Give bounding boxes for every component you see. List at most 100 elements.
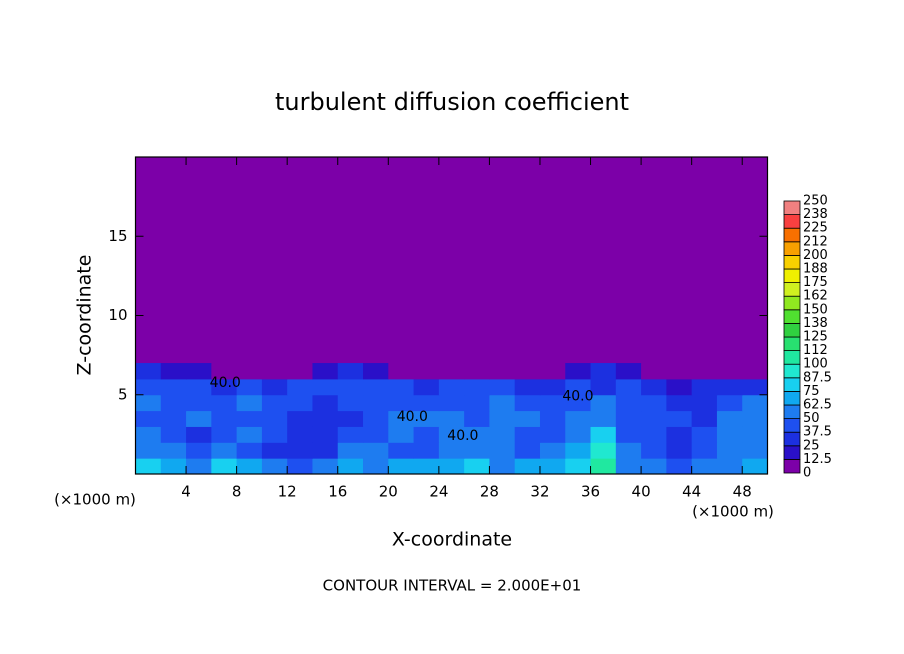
colorbar-swatch [783, 404, 801, 420]
field-cell [464, 410, 490, 427]
field-cell [666, 458, 693, 475]
field-cell [489, 458, 516, 475]
field-cell [514, 442, 541, 459]
field-cell [211, 442, 238, 459]
colorbar-label: 125 [803, 330, 828, 345]
field-cell [615, 410, 642, 427]
field-cell [641, 458, 667, 475]
field-cell [186, 394, 212, 412]
field-cell [363, 378, 389, 396]
field-cell [666, 394, 693, 412]
field-cell [590, 363, 617, 380]
field-cell [615, 426, 642, 443]
field-cell [464, 378, 490, 396]
field-cell [590, 458, 617, 475]
field-cell [539, 410, 566, 427]
field-cell [236, 426, 263, 443]
field-cell [287, 410, 313, 427]
field-cell [287, 378, 313, 396]
field-cell [236, 458, 263, 475]
field-cell [186, 363, 212, 380]
field-cell [337, 410, 364, 427]
field-cell [413, 394, 440, 412]
colorbar-swatch [783, 227, 801, 243]
colorbar-swatch [783, 390, 801, 406]
colorbar-label: 62.5 [803, 398, 832, 413]
colorbar-label: 175 [803, 275, 828, 290]
y-tick-label: 15 [108, 227, 127, 245]
chart-title: turbulent diffusion coefficient [275, 88, 629, 116]
field-cell [641, 410, 667, 427]
field-cell [438, 442, 465, 459]
field-cell [363, 426, 389, 443]
field-cell [337, 458, 364, 475]
field-cell [742, 378, 768, 396]
field-cell [413, 426, 440, 443]
field-cell [489, 363, 516, 380]
field-cell [236, 442, 263, 459]
colorbar-swatch [783, 200, 801, 216]
field-cell [363, 394, 389, 412]
colorbar-label: 200 [803, 248, 828, 263]
field-cell [666, 363, 693, 380]
colorbar-swatch [783, 336, 801, 352]
colorbar-label: 0 [803, 466, 811, 481]
y-tick-label: 5 [118, 385, 128, 403]
colorbar-swatch [783, 254, 801, 270]
field-cell [514, 363, 541, 380]
field-cell [464, 442, 490, 459]
field-cell [236, 378, 263, 396]
field-cell [160, 442, 187, 459]
field-cell [641, 442, 667, 459]
x-tick-label: 8 [232, 483, 242, 501]
field-cell [312, 410, 339, 427]
field-cell [716, 426, 743, 443]
colorbar-label: 50 [803, 411, 820, 426]
field-cell [160, 363, 187, 380]
field-cell [514, 378, 541, 396]
field-cell [590, 410, 617, 427]
field-cell [261, 410, 288, 427]
field-cell [514, 410, 541, 427]
field-cell [742, 410, 768, 427]
field-cell [716, 394, 743, 412]
colorbar-swatch [783, 214, 801, 229]
x-tick-label: 40 [632, 483, 651, 501]
field-cell [489, 442, 516, 459]
field-cell [464, 426, 490, 443]
field-cell [666, 442, 693, 459]
field-cell [186, 378, 212, 396]
field-cell [514, 458, 541, 475]
colorbar-label: 162 [803, 289, 828, 304]
field-cell [413, 410, 440, 427]
field-cell [312, 378, 339, 396]
field-cell [716, 442, 743, 459]
x-tick-label: 16 [328, 483, 347, 501]
field-cell [742, 426, 768, 443]
field-cell [337, 378, 364, 396]
field-cell [691, 458, 718, 475]
field-cell [666, 378, 693, 396]
field-cell [539, 394, 566, 412]
field-cell [565, 378, 592, 396]
field-cell [742, 458, 768, 475]
field-cell [211, 410, 238, 427]
field-cell [363, 363, 389, 380]
field-cell [641, 363, 667, 380]
contour-label: 40.0 [562, 388, 593, 404]
x-tick-label: 36 [581, 483, 600, 501]
colorbar-label: 150 [803, 302, 828, 317]
field-cell [514, 426, 541, 443]
field-cell [438, 410, 465, 427]
field-cell [590, 426, 617, 443]
field-cell [160, 394, 187, 412]
field-cell [691, 363, 718, 380]
field-cell [388, 410, 415, 427]
field-cell [691, 378, 718, 396]
field-cell [413, 378, 440, 396]
x-unit: (×1000 m) [54, 491, 136, 509]
field-cell [160, 378, 187, 396]
field-cell [261, 394, 288, 412]
field-cell [312, 426, 339, 443]
colorbar-swatch [783, 268, 801, 284]
